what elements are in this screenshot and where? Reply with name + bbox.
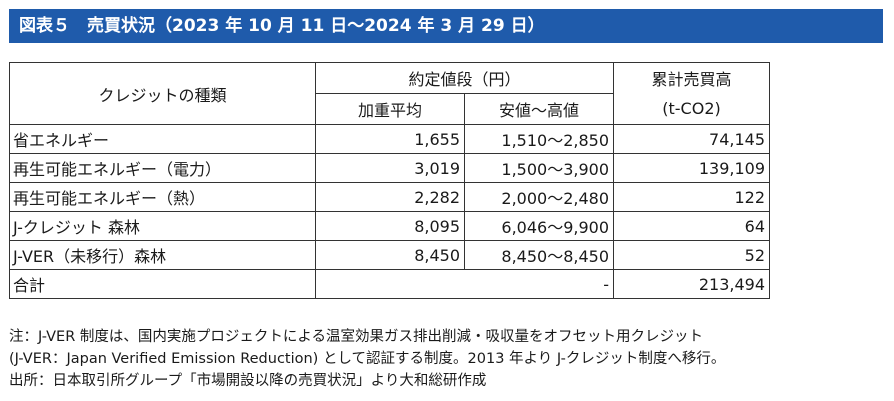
notes: 注：J-VER 制度は、国内実施プロジェクトによる温室効果ガス排出削減・吸収量を… xyxy=(9,326,725,392)
header-weighted-average: 加重平均 xyxy=(315,93,465,125)
header-cumulative-unit: (t-CO2) xyxy=(613,93,771,125)
credit-type-cell: 再生可能エネルギー（熱） xyxy=(9,182,316,212)
header-price-group: 約定値段（円） xyxy=(314,62,615,94)
cumulative-volume-cell: 52 xyxy=(613,240,771,270)
note-line-2: (J-VER：Japan Verified Emission Reduction… xyxy=(9,351,726,367)
price-range-cell: 1,500～3,900 xyxy=(463,153,615,183)
table-header-row: クレジットの種類 約定値段（円） 累計売買高 xyxy=(9,62,771,125)
table-total-row: 合計 - 213,494 xyxy=(9,269,771,299)
price-range-cell: 1,510～2,850 xyxy=(463,124,615,154)
total-label-cell: 合計 xyxy=(9,269,316,299)
header-price-range: 安値～高値 xyxy=(463,93,615,125)
header-credit-type: クレジットの種類 xyxy=(9,62,316,125)
price-range-cell: 2,000～2,480 xyxy=(463,182,615,212)
table-row: 省エネルギー 1,655 1,510～2,850 74,145 xyxy=(9,124,771,154)
source-line: 出所：日本取引所グループ「市場開設以降の売買状況」より大和総研作成 xyxy=(9,373,487,389)
credit-type-cell: 省エネルギー xyxy=(9,124,316,154)
figure-title: 図表５ 売買状況（2023 年 10 月 11 日～2024 年 3 月 29 … xyxy=(9,9,883,43)
cumulative-volume-cell: 122 xyxy=(613,182,771,212)
weighted-average-cell: 3,019 xyxy=(315,153,465,183)
table-row: 再生可能エネルギー（熱） 2,282 2,000～2,480 122 xyxy=(9,182,771,212)
weighted-average-cell: 1,655 xyxy=(315,124,465,154)
table-row: J-クレジット 森林 8,095 6,046～9,900 64 xyxy=(9,211,771,241)
cumulative-volume-cell: 139,109 xyxy=(613,153,771,183)
weighted-average-cell: 2,282 xyxy=(315,182,465,212)
weighted-average-cell: 8,095 xyxy=(315,211,465,241)
total-price-cell: - xyxy=(314,269,615,299)
credit-type-cell: J-VER（未移行）森林 xyxy=(9,240,316,270)
credit-type-cell: 再生可能エネルギー（電力） xyxy=(9,153,316,183)
cumulative-volume-cell: 74,145 xyxy=(613,124,771,154)
note-line-1: 注：J-VER 制度は、国内実施プロジェクトによる温室効果ガス排出削減・吸収量を… xyxy=(9,329,703,345)
table-row: J-VER（未移行）森林 8,450 8,450～8,450 52 xyxy=(9,240,771,270)
table-row: 再生可能エネルギー（電力） 3,019 1,500～3,900 139,109 xyxy=(9,153,771,183)
cumulative-volume-cell: 64 xyxy=(613,211,771,241)
weighted-average-cell: 8,450 xyxy=(315,240,465,270)
credit-type-cell: J-クレジット 森林 xyxy=(9,211,316,241)
price-range-cell: 8,450～8,450 xyxy=(463,240,615,270)
trading-status-table: クレジットの種類 約定値段（円） 累計売買高 加重平均 安値～高値 (t-CO2… xyxy=(9,62,771,299)
total-volume-cell: 213,494 xyxy=(613,269,771,299)
price-range-cell: 6,046～9,900 xyxy=(463,211,615,241)
header-cumulative-volume: 累計売買高 xyxy=(613,62,771,94)
